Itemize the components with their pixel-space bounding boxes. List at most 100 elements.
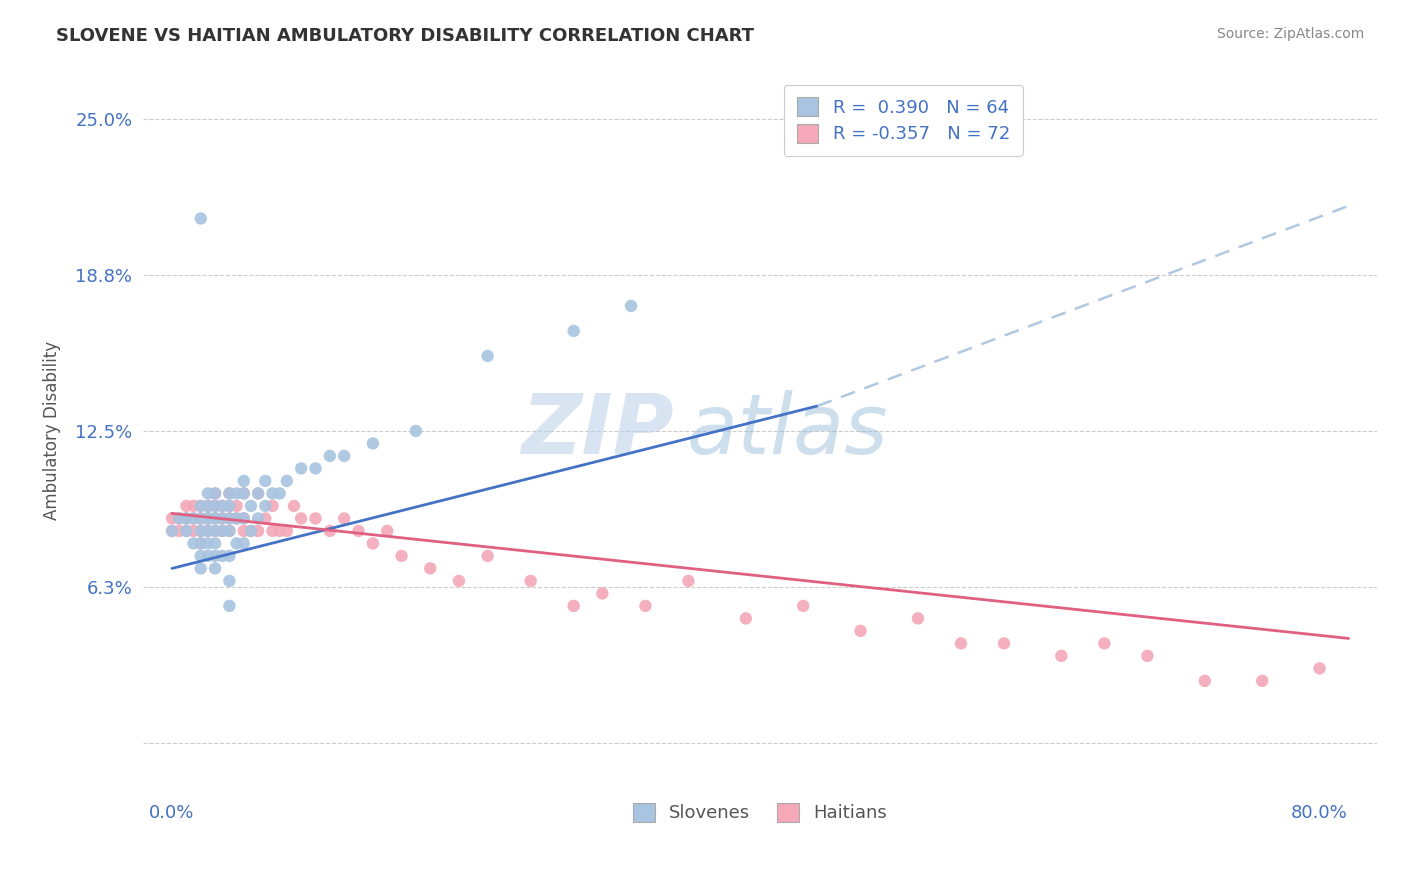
Point — [211, 499, 233, 513]
Point — [792, 599, 814, 613]
Point — [678, 574, 700, 588]
Point — [347, 524, 370, 538]
Point — [304, 461, 326, 475]
Point — [211, 499, 233, 513]
Point — [197, 524, 219, 538]
Point — [197, 524, 219, 538]
Point — [204, 511, 226, 525]
Point — [218, 574, 240, 588]
Point — [254, 499, 277, 513]
Point — [167, 524, 190, 538]
Point — [254, 474, 277, 488]
Point — [197, 549, 219, 563]
Point — [1194, 673, 1216, 688]
Point — [262, 499, 284, 513]
Point — [247, 486, 270, 500]
Point — [734, 611, 756, 625]
Point — [254, 511, 277, 525]
Point — [190, 561, 212, 575]
Point — [160, 524, 183, 538]
Point — [262, 524, 284, 538]
Point — [1251, 673, 1274, 688]
Point — [232, 486, 254, 500]
Point — [190, 536, 212, 550]
Legend: Slovenes, Haitians: Slovenes, Haitians — [620, 790, 900, 835]
Point — [190, 499, 212, 513]
Point — [232, 524, 254, 538]
Point — [197, 486, 219, 500]
Point — [204, 561, 226, 575]
Point — [197, 511, 219, 525]
Point — [239, 524, 262, 538]
Point — [232, 486, 254, 500]
Point — [218, 524, 240, 538]
Point — [218, 511, 240, 525]
Point — [211, 549, 233, 563]
Point — [262, 486, 284, 500]
Point — [1050, 648, 1073, 663]
Point — [405, 424, 427, 438]
Point — [247, 486, 270, 500]
Point — [211, 524, 233, 538]
Point — [304, 511, 326, 525]
Point — [225, 536, 247, 550]
Point — [477, 349, 499, 363]
Point — [204, 524, 226, 538]
Point — [176, 511, 198, 525]
Point — [197, 511, 219, 525]
Point — [247, 511, 270, 525]
Point — [218, 511, 240, 525]
Point — [993, 636, 1015, 650]
Point — [239, 499, 262, 513]
Point — [204, 499, 226, 513]
Point — [562, 324, 585, 338]
Point — [190, 511, 212, 525]
Point — [204, 536, 226, 550]
Point — [176, 499, 198, 513]
Point — [232, 511, 254, 525]
Point — [190, 511, 212, 525]
Point — [290, 461, 312, 475]
Point — [197, 499, 219, 513]
Point — [176, 524, 198, 538]
Point — [204, 511, 226, 525]
Point — [849, 624, 872, 638]
Point — [333, 511, 356, 525]
Point — [218, 486, 240, 500]
Point — [190, 211, 212, 226]
Text: atlas: atlas — [686, 391, 887, 472]
Point — [269, 486, 291, 500]
Point — [218, 499, 240, 513]
Point — [197, 499, 219, 513]
Point — [232, 511, 254, 525]
Point — [620, 299, 643, 313]
Point — [239, 524, 262, 538]
Point — [183, 536, 205, 550]
Point — [190, 499, 212, 513]
Point — [176, 524, 198, 538]
Point — [190, 524, 212, 538]
Point — [361, 436, 384, 450]
Text: ZIP: ZIP — [522, 391, 673, 472]
Point — [197, 511, 219, 525]
Point — [391, 549, 413, 563]
Point — [319, 449, 342, 463]
Point — [204, 511, 226, 525]
Text: SLOVENE VS HAITIAN AMBULATORY DISABILITY CORRELATION CHART: SLOVENE VS HAITIAN AMBULATORY DISABILITY… — [56, 27, 754, 45]
Text: Source: ZipAtlas.com: Source: ZipAtlas.com — [1216, 27, 1364, 41]
Point — [225, 511, 247, 525]
Point — [447, 574, 470, 588]
Point — [276, 524, 298, 538]
Point — [183, 499, 205, 513]
Point — [218, 499, 240, 513]
Point — [319, 524, 342, 538]
Point — [167, 511, 190, 525]
Point — [225, 486, 247, 500]
Point — [519, 574, 541, 588]
Point — [204, 524, 226, 538]
Point — [183, 511, 205, 525]
Point — [183, 524, 205, 538]
Point — [1309, 661, 1331, 675]
Point — [218, 599, 240, 613]
Point — [375, 524, 398, 538]
